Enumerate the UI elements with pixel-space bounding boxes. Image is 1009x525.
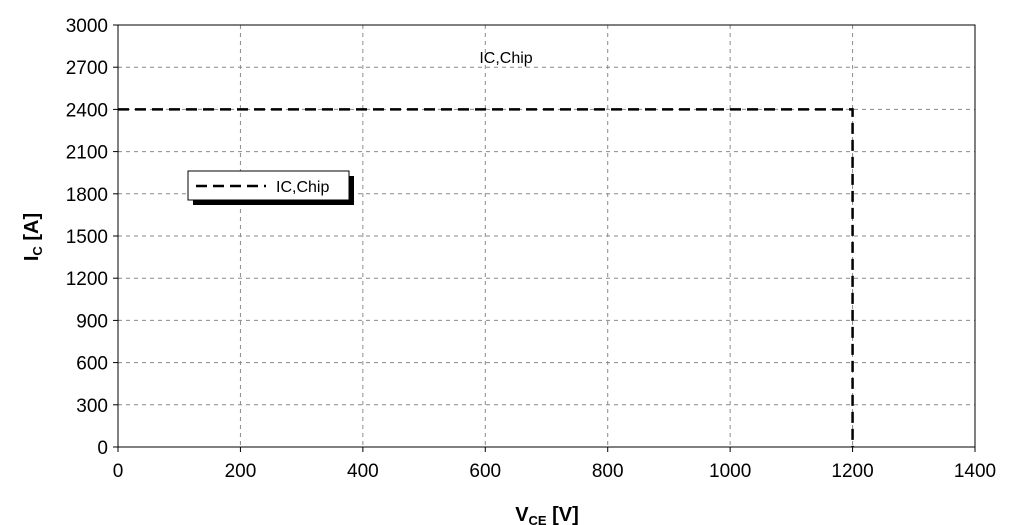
y-tick-labels: 0 300 600 900 1200 1500 1800 2100 2400 2700 3000 (66, 16, 108, 459)
x-tick-label: 1000 (709, 461, 751, 482)
x-tick-label: 600 (469, 461, 501, 482)
x-axis-title: VCE [V] (515, 504, 579, 525)
y-tick-label: 300 (76, 396, 108, 417)
plot-area-border (117, 24, 976, 448)
y-tick-label: 900 (76, 311, 108, 332)
legend-label: IC,Chip (276, 179, 329, 196)
x-tick-label: 1200 (831, 461, 873, 482)
annotation-label: IC,Chip (479, 50, 532, 67)
x-tick-label: 200 (225, 461, 257, 482)
y-tick-label: 1200 (66, 269, 108, 290)
x-tick-label: 400 (347, 461, 379, 482)
y-axis-title: IC [A] (21, 213, 45, 261)
x-tick-label: 800 (592, 461, 624, 482)
y-tick-label: 1800 (66, 185, 108, 206)
axes (113, 24, 976, 452)
y-tick-label: 600 (76, 354, 108, 375)
legend: IC,Chip (187, 170, 354, 205)
series (118, 108, 854, 447)
y-tick-label: 2400 (66, 100, 108, 121)
x-tick-label: 1400 (954, 461, 996, 482)
x-tick-label: 0 (113, 461, 124, 482)
x-tick-labels: 0 200 400 600 800 1000 1200 1400 (113, 461, 996, 482)
y-tick-label: 3000 (66, 16, 108, 37)
y-tick-label: 0 (97, 438, 108, 459)
series-line (118, 108, 854, 447)
y-tick-label: 2700 (66, 58, 108, 79)
y-tick-label: 1500 (66, 227, 108, 248)
y-tick-label: 2100 (66, 143, 108, 164)
grid (118, 25, 975, 447)
